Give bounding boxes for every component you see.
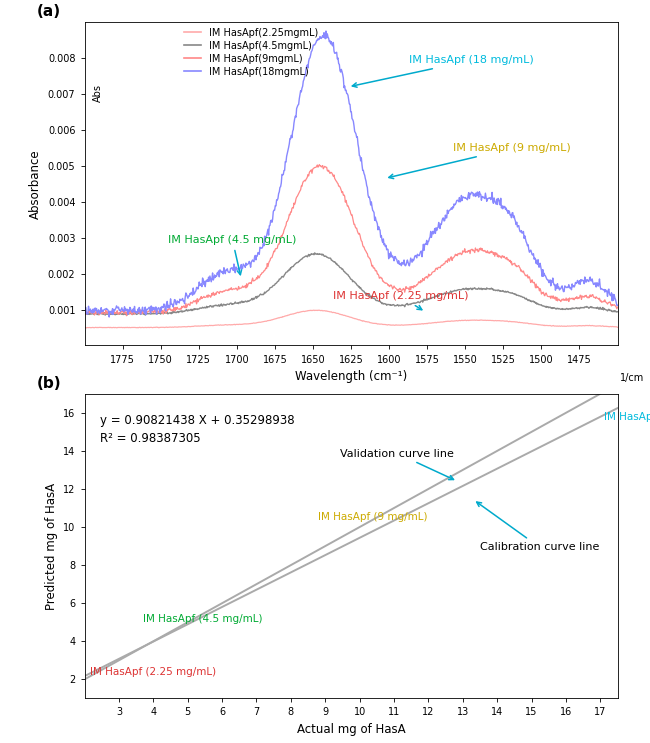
X-axis label: Wavelength (cm⁻¹): Wavelength (cm⁻¹) [295, 370, 407, 383]
Text: Validation curve line: Validation curve line [341, 449, 454, 480]
Text: Abs: Abs [92, 85, 103, 103]
Text: 1/cm: 1/cm [620, 373, 644, 383]
Text: (a): (a) [36, 4, 60, 19]
Y-axis label: Predicted mg of HasA: Predicted mg of HasA [45, 482, 58, 610]
Text: IM HasApf(18 mg/mL): IM HasApf(18 mg/mL) [604, 412, 650, 421]
Y-axis label: Absorbance: Absorbance [29, 149, 42, 218]
Text: Calibration curve line: Calibration curve line [476, 502, 599, 552]
Text: (b): (b) [36, 376, 61, 391]
Text: y = 0.90821438 X + 0.35298938: y = 0.90821438 X + 0.35298938 [101, 414, 295, 426]
Text: IM HasApf (18 mg/mL): IM HasApf (18 mg/mL) [352, 56, 534, 87]
Text: IM HasApf (2.25 mg/mL): IM HasApf (2.25 mg/mL) [90, 667, 216, 677]
Text: IM HasApf (9 mg/mL): IM HasApf (9 mg/mL) [389, 143, 571, 178]
X-axis label: Actual mg of HasA: Actual mg of HasA [296, 723, 406, 736]
Text: R² = 0.98387305: R² = 0.98387305 [101, 432, 201, 445]
Legend: IM HasApf(2.25mgmL), IM HasApf(4.5mgmL), IM HasApf(9mgmL), IM HasApf(18mgmL): IM HasApf(2.25mgmL), IM HasApf(4.5mgmL),… [180, 24, 322, 80]
Text: IM HasApf (9 mg/mL): IM HasApf (9 mg/mL) [318, 512, 428, 522]
Text: IM HasApf (2.25 mg/mL): IM HasApf (2.25 mg/mL) [333, 291, 468, 310]
Text: IM HasApf (4.5 mg/mL): IM HasApf (4.5 mg/mL) [143, 614, 263, 624]
Text: IM HasApf (4.5 mg/mL): IM HasApf (4.5 mg/mL) [168, 235, 296, 275]
